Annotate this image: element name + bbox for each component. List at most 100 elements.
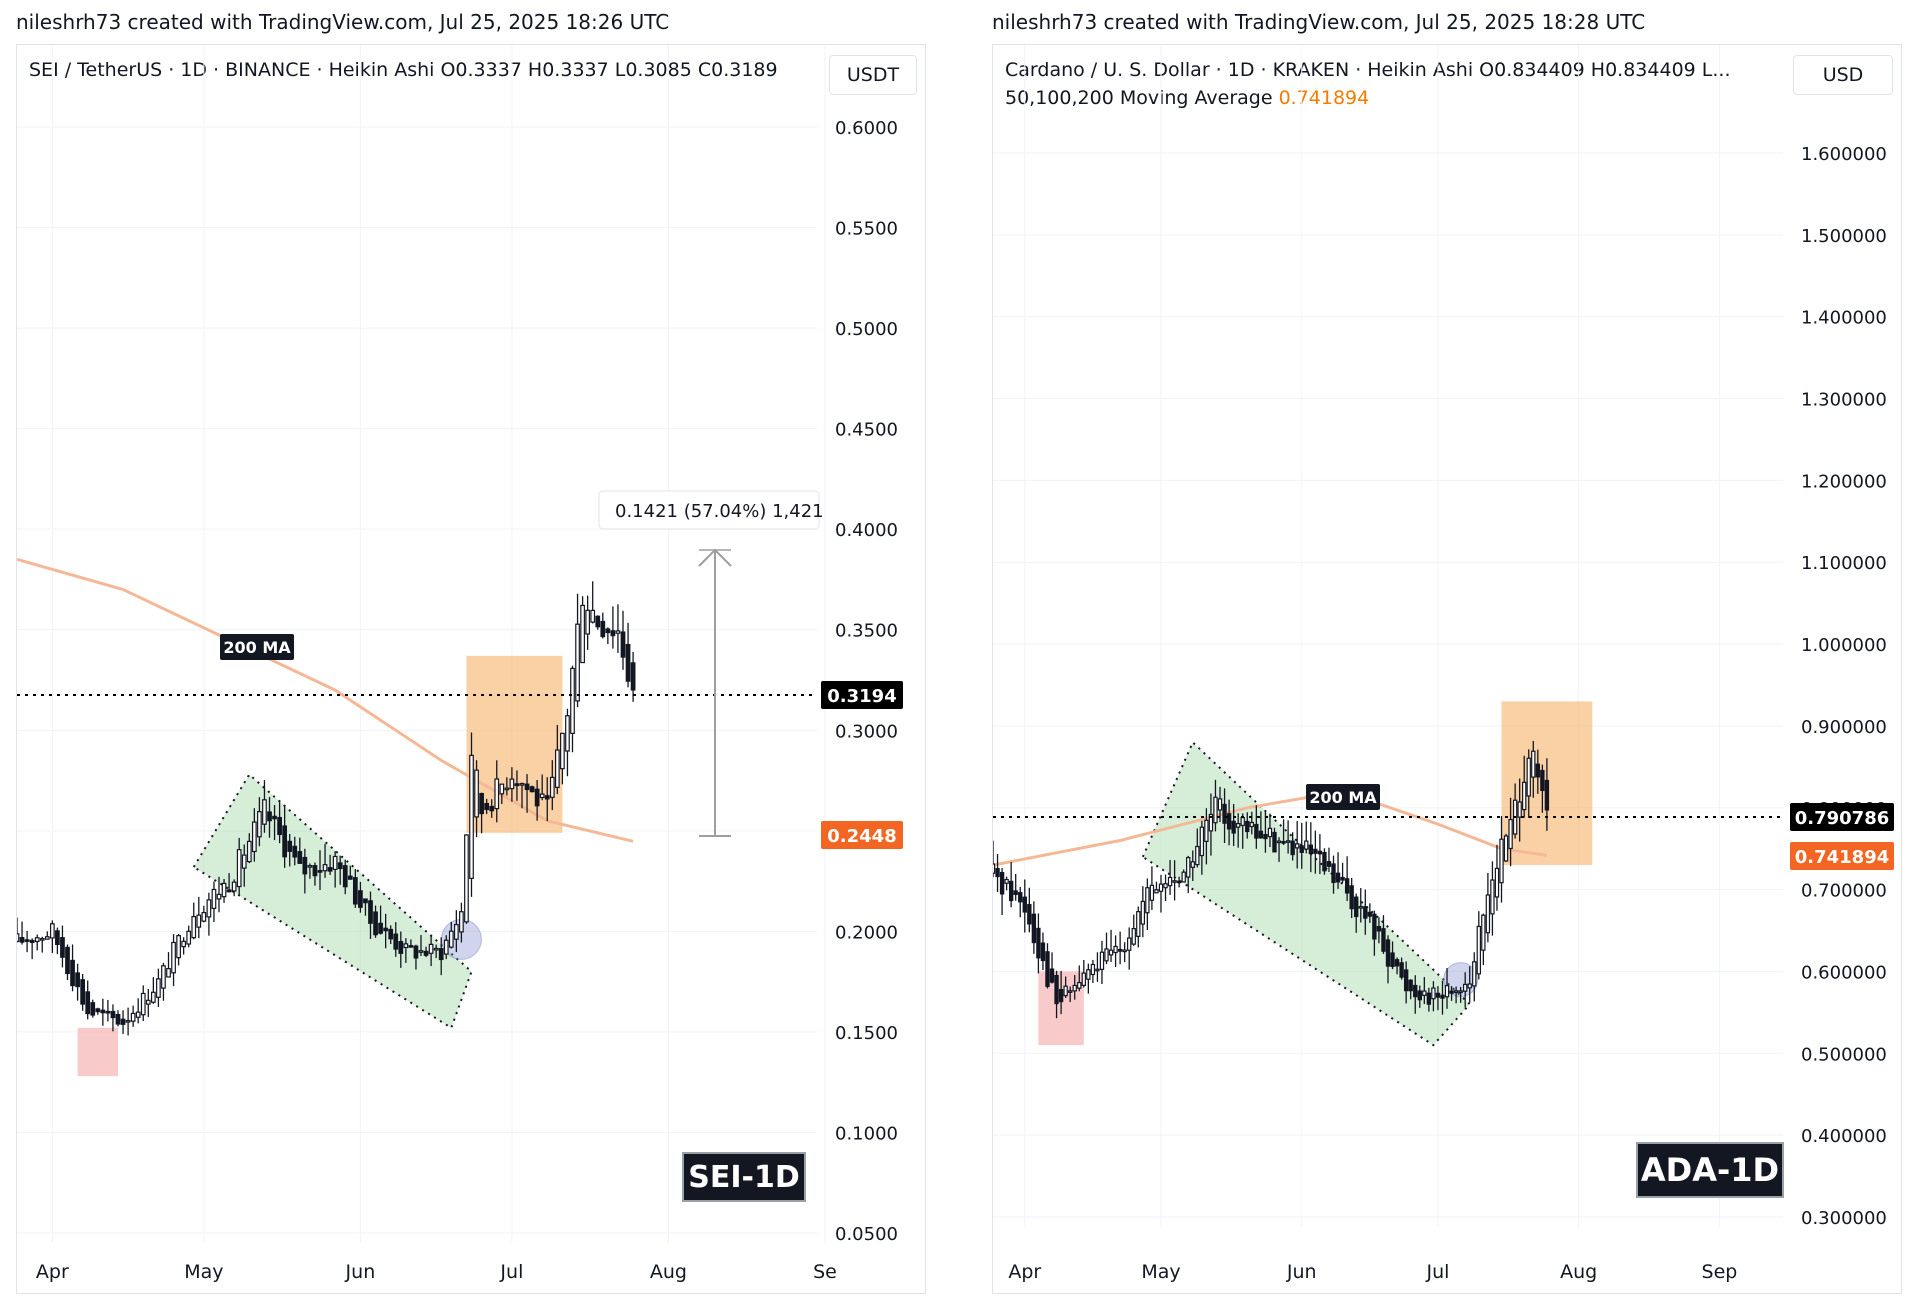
sei-candle: [75, 963, 80, 1001]
sei-candle-body: [140, 992, 146, 1016]
ada-candle-body: [1131, 928, 1136, 945]
ada-candle-body: [1304, 840, 1309, 850]
sei-candle-body: [166, 968, 171, 978]
sei-chart-svg[interactable]: 0.1421 (57.04%) 1,421 200 MA 0.6000 0.550…: [17, 45, 925, 1293]
ada-candle-body: [1104, 948, 1109, 962]
sei-candle: [282, 805, 288, 868]
ada-candle-body: [1403, 969, 1409, 992]
sei-candle: [494, 760, 500, 823]
ada-candle: [1058, 970, 1064, 1015]
ada-candle: [1245, 812, 1250, 839]
ada-candle-body: [1054, 974, 1059, 1005]
sei-candle: [479, 792, 484, 834]
ada-candle: [1322, 848, 1327, 875]
ada-candle-body: [1240, 817, 1245, 826]
ada-candle: [1317, 834, 1323, 874]
ada-candle: [1049, 952, 1055, 984]
sei-candle-body: [514, 783, 520, 787]
ada-candle-body: [1422, 990, 1427, 996]
ada-currency-box[interactable]: USD: [1793, 55, 1893, 95]
ada-candle-body: [1181, 871, 1186, 883]
ada-candle: [1072, 975, 1077, 1000]
sei-low-zone: [77, 1027, 118, 1077]
sei-candle-body: [201, 912, 207, 922]
sei-candle-body: [448, 930, 454, 948]
sei-candle-body: [186, 930, 192, 945]
ada-candle: [1458, 986, 1463, 1003]
ada-candle: [1281, 819, 1286, 845]
sei-candle: [443, 935, 449, 960]
ada-candle-body: [1081, 972, 1086, 986]
ada-candle: [995, 854, 1000, 893]
sei-candle: [570, 665, 575, 753]
svg-text:200 MA: 200 MA: [1309, 788, 1377, 807]
sei-candle-body: [171, 941, 176, 974]
sei-candle: [135, 998, 141, 1024]
ada-candle-body: [1136, 911, 1141, 937]
sei-candle-body: [580, 604, 585, 664]
sei-candle: [327, 854, 333, 875]
sei-candle: [120, 1010, 126, 1034]
sei-candle: [226, 873, 232, 893]
sei-candle-body: [125, 1020, 131, 1023]
sei-candle-body: [347, 875, 353, 880]
ada-candle: [1086, 963, 1091, 994]
sei-candle-body: [474, 769, 479, 818]
svg-text:0.741894: 0.741894: [1795, 847, 1890, 868]
sei-candle-body: [85, 991, 91, 1015]
ada-candle-body: [1154, 889, 1159, 894]
sei-candle-body: [560, 732, 565, 770]
sei-measure-arrow: [698, 548, 732, 837]
ada-candle-body: [1417, 990, 1422, 1001]
ada-y-tick-label: 0.900000: [1801, 717, 1887, 738]
sei-candle: [534, 779, 540, 821]
ada-candle: [1476, 911, 1481, 980]
sei-candle-body: [211, 888, 217, 909]
sei-candle-body: [459, 911, 464, 933]
sei-candle: [539, 774, 545, 801]
sei-y-tick-label: 0.5500: [835, 219, 898, 240]
sei-candle: [231, 879, 237, 897]
sei-currency-box[interactable]: USDT: [829, 55, 917, 95]
sei-candle-body: [34, 937, 40, 943]
ada-candle-body: [1195, 845, 1200, 866]
sei-candle: [17, 917, 20, 943]
ada-candle: [1304, 821, 1309, 854]
sei-candle-body: [575, 623, 580, 702]
sei-y-tick-label: 0.3000: [835, 721, 898, 742]
ada-candle-body: [1145, 887, 1150, 914]
ada-candle: [1331, 855, 1336, 894]
svg-text:200 MA: 200 MA: [223, 638, 291, 657]
sei-candle: [625, 622, 631, 688]
sei-candle-body: [565, 715, 570, 752]
sei-candle: [358, 881, 363, 913]
sei-candle-body: [100, 1009, 106, 1014]
ada-chart-svg[interactable]: 200 MA 1.600000 1.500000 1.400000 1.300000 1…: [993, 45, 1901, 1293]
ada-candle-body: [1190, 861, 1195, 868]
sei-candle: [363, 898, 368, 916]
ada-candle: [1122, 942, 1127, 963]
ada-candle: [1394, 957, 1400, 975]
sei-candle-body: [110, 1010, 116, 1019]
sei-candle: [575, 593, 580, 708]
sei-candle: [246, 833, 252, 864]
ada-candle: [1167, 859, 1173, 895]
sei-candle: [383, 913, 389, 949]
sei-candle: [262, 780, 267, 833]
ada-candle: [1276, 837, 1282, 862]
ada-candle-body: [1435, 992, 1441, 998]
ada-candle-body: [1176, 880, 1182, 884]
ada-candle: [1413, 975, 1418, 1014]
ada-candle-body: [1022, 896, 1027, 913]
sei-candle: [499, 783, 505, 805]
ada-candle-body: [1453, 990, 1459, 993]
ada-candle: [1363, 889, 1368, 935]
sei-candle-body: [262, 799, 267, 825]
sei-candle: [251, 808, 257, 862]
ada-y-tick-label: 1.300000: [1801, 390, 1887, 411]
sei-candle-body: [70, 959, 75, 987]
sei-candle-body: [120, 1018, 126, 1025]
sei-candle-body: [630, 662, 636, 691]
ada-candle-body: [1004, 878, 1009, 884]
ada-candle-body: [1308, 844, 1314, 855]
